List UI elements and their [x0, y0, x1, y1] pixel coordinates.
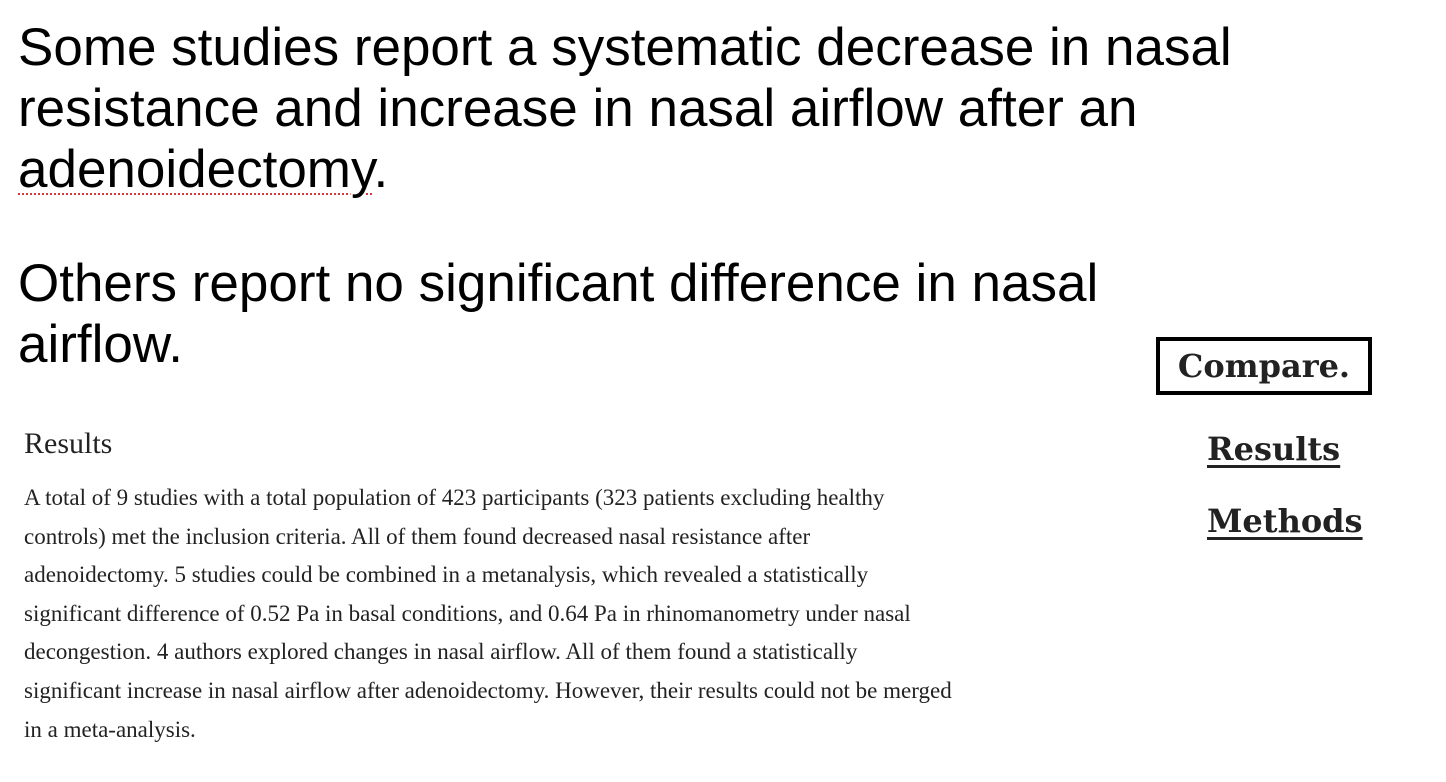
results-body: A total of 9 studies with a total popula…: [24, 485, 952, 742]
results-heading: Results: [24, 427, 113, 460]
claim-text-after: .: [373, 140, 389, 199]
claim-systematic-decrease: Some studies report a systematic decreas…: [18, 17, 1338, 200]
claim-no-difference: Others report no significant difference …: [18, 254, 1099, 374]
highlighted-term: adenoidectomy: [18, 140, 374, 199]
claim-text-before: Some studies report a systematic decreas…: [18, 18, 1232, 138]
methods-link[interactable]: Methods: [1207, 502, 1363, 540]
compare-button[interactable]: Compare.: [1156, 337, 1372, 395]
results-link[interactable]: Results: [1207, 430, 1341, 468]
